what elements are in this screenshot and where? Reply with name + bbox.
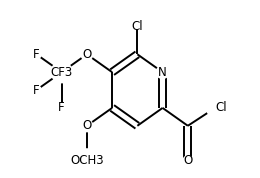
Text: O: O xyxy=(183,154,192,167)
Text: F: F xyxy=(58,101,65,114)
Circle shape xyxy=(32,50,41,59)
Circle shape xyxy=(51,62,72,83)
Circle shape xyxy=(81,120,93,132)
Text: Cl: Cl xyxy=(132,20,143,33)
Text: Cl: Cl xyxy=(215,101,227,114)
Text: O: O xyxy=(82,48,92,61)
Circle shape xyxy=(128,11,146,28)
Text: CF3: CF3 xyxy=(50,66,73,79)
Text: N: N xyxy=(158,66,167,79)
Circle shape xyxy=(183,156,192,165)
Text: F: F xyxy=(33,83,40,96)
Circle shape xyxy=(32,85,41,95)
Circle shape xyxy=(57,103,66,112)
Text: OCH3: OCH3 xyxy=(70,154,104,167)
Circle shape xyxy=(75,149,99,172)
Circle shape xyxy=(81,48,93,60)
Circle shape xyxy=(156,66,169,78)
Circle shape xyxy=(206,99,224,117)
Text: F: F xyxy=(33,48,40,61)
Text: O: O xyxy=(82,119,92,132)
